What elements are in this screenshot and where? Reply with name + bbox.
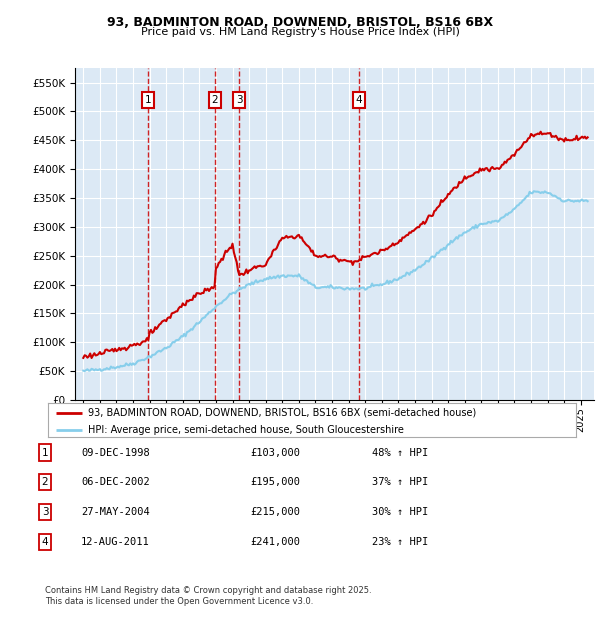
Text: £103,000: £103,000 [250, 448, 300, 458]
Text: 3: 3 [41, 507, 49, 517]
Text: 2: 2 [211, 95, 218, 105]
Text: 93, BADMINTON ROAD, DOWNEND, BRISTOL, BS16 6BX (semi-detached house): 93, BADMINTON ROAD, DOWNEND, BRISTOL, BS… [88, 407, 476, 417]
Text: 30% ↑ HPI: 30% ↑ HPI [372, 507, 428, 517]
Text: 06-DEC-2002: 06-DEC-2002 [81, 477, 150, 487]
Text: 23% ↑ HPI: 23% ↑ HPI [372, 537, 428, 547]
Text: 48% ↑ HPI: 48% ↑ HPI [372, 448, 428, 458]
Text: £241,000: £241,000 [250, 537, 300, 547]
Text: Price paid vs. HM Land Registry's House Price Index (HPI): Price paid vs. HM Land Registry's House … [140, 27, 460, 37]
Text: This data is licensed under the Open Government Licence v3.0.: This data is licensed under the Open Gov… [45, 597, 313, 606]
Text: HPI: Average price, semi-detached house, South Gloucestershire: HPI: Average price, semi-detached house,… [88, 425, 403, 435]
Text: 37% ↑ HPI: 37% ↑ HPI [372, 477, 428, 487]
Text: 4: 4 [356, 95, 362, 105]
Text: £195,000: £195,000 [250, 477, 300, 487]
Text: 93, BADMINTON ROAD, DOWNEND, BRISTOL, BS16 6BX: 93, BADMINTON ROAD, DOWNEND, BRISTOL, BS… [107, 16, 493, 29]
Text: Contains HM Land Registry data © Crown copyright and database right 2025.: Contains HM Land Registry data © Crown c… [45, 586, 371, 595]
Text: 1: 1 [41, 448, 49, 458]
Text: 1: 1 [145, 95, 152, 105]
Text: 27-MAY-2004: 27-MAY-2004 [81, 507, 150, 517]
Text: £215,000: £215,000 [250, 507, 300, 517]
Text: 09-DEC-1998: 09-DEC-1998 [81, 448, 150, 458]
Text: 3: 3 [236, 95, 242, 105]
Text: 12-AUG-2011: 12-AUG-2011 [81, 537, 150, 547]
Text: 4: 4 [41, 537, 49, 547]
Text: 2: 2 [41, 477, 49, 487]
